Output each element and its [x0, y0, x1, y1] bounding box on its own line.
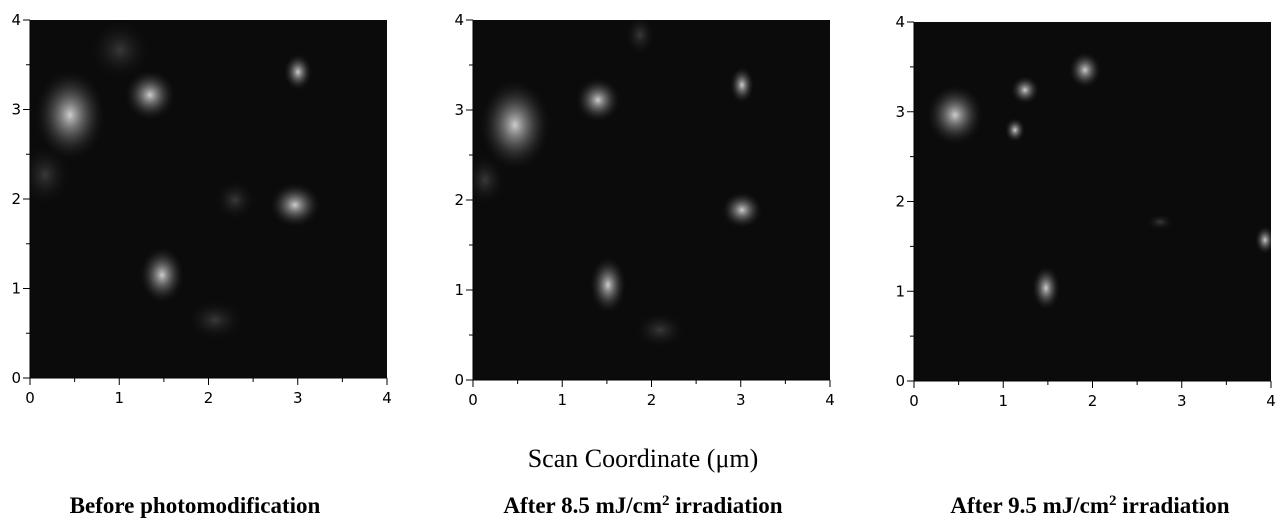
caption-part: irradiation	[1117, 493, 1230, 518]
x-tick-label: 0	[25, 389, 35, 407]
caption-part: Before photomodification	[70, 493, 321, 518]
y-tick-label: 4	[11, 11, 21, 29]
caption-part: After 9.5 mJ/cm	[950, 493, 1109, 518]
x-tick-label: 0	[909, 392, 919, 410]
x-tick-label: 1	[557, 391, 567, 409]
y-tick-label: 0	[895, 372, 905, 390]
caption-part: After 8.5 mJ/cm	[503, 493, 662, 518]
y-tick-label: 4	[895, 13, 905, 31]
y-tick-label: 3	[454, 101, 464, 119]
x-axis-label: Scan Coordinate (μm)	[528, 444, 759, 473]
x-tick-label: 4	[382, 389, 392, 407]
y-tick-label: 1	[11, 280, 21, 298]
y-tick-label: 0	[11, 369, 21, 387]
caption-superscript: 2	[662, 493, 670, 509]
x-tick-label: 0	[468, 391, 478, 409]
x-tick-label: 1	[998, 392, 1008, 410]
x-tick-label: 1	[114, 389, 124, 407]
y-tick-label: 0	[454, 371, 464, 389]
afm-texture	[473, 20, 762, 348]
x-tick-label: 2	[204, 389, 214, 407]
y-tick-label: 1	[454, 281, 464, 299]
x-tick-label: 4	[825, 391, 835, 409]
afm-texture	[30, 20, 320, 340]
caption: After 9.5 mJ/cm2 irradiation	[950, 493, 1229, 518]
y-tick-label: 3	[895, 103, 905, 121]
y-tick-label: 4	[454, 11, 464, 29]
x-tick-label: 3	[736, 391, 746, 409]
caption-superscript: 2	[1109, 493, 1117, 509]
x-tick-label: 4	[1266, 392, 1276, 410]
y-tick-label: 3	[11, 101, 21, 119]
caption: Before photomodification	[70, 493, 321, 518]
y-tick-label: 2	[895, 193, 905, 211]
afm-texture	[927, 52, 1271, 310]
x-tick-label: 2	[647, 391, 657, 409]
caption-part: irradiation	[670, 493, 783, 518]
y-tick-label: 2	[454, 191, 464, 209]
y-tick-label: 2	[11, 190, 21, 208]
x-tick-label: 3	[1177, 392, 1187, 410]
caption: After 8.5 mJ/cm2 irradiation	[503, 493, 782, 518]
x-tick-label: 2	[1088, 392, 1098, 410]
x-tick-label: 3	[293, 389, 303, 407]
y-tick-label: 1	[895, 282, 905, 300]
